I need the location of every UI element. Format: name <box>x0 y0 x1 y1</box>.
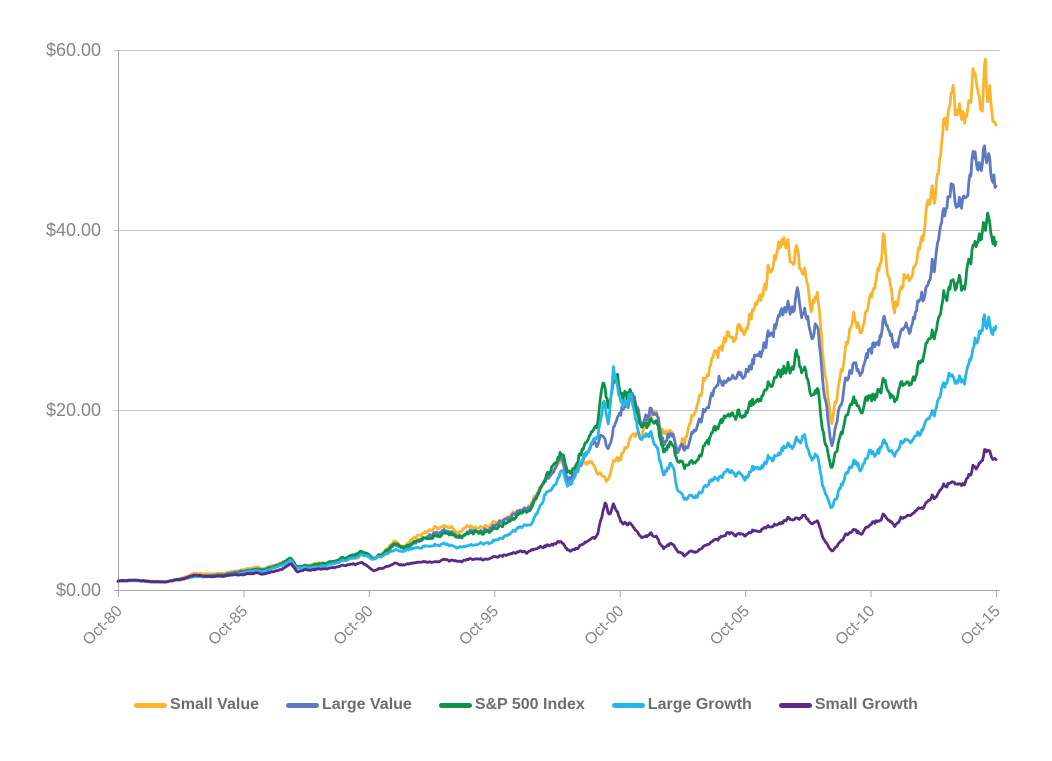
legend-swatch-small-growth <box>778 702 812 708</box>
series-line-small-value <box>116 57 998 584</box>
series-line-large-value <box>116 144 998 584</box>
x-tick-label: Oct-00 <box>582 603 628 649</box>
series-line-small-growth <box>116 448 998 584</box>
legend-swatch-s-p-500-index <box>438 702 472 708</box>
legend-item-large-value: Large Value <box>285 696 412 714</box>
chart-legend: Small Value Large Value S&P 500 Index Large… <box>0 696 1052 714</box>
legend-label-s-p-500-index: S&P 500 Index <box>474 696 585 713</box>
x-tick-label: Oct-10 <box>832 603 878 649</box>
legend-item-small-value: Small Value <box>134 696 259 714</box>
x-tick-label: Oct-90 <box>331 603 377 649</box>
legend-item-s-p-500-index: S&P 500 Index <box>438 696 585 714</box>
x-tick-label: Oct-85 <box>205 603 251 649</box>
y-tick-label: $0.00 <box>56 580 101 600</box>
y-tick-label: $40.00 <box>46 220 101 240</box>
legend-label-large-growth: Large Growth <box>647 696 752 713</box>
legend-swatch-small-value <box>134 702 168 708</box>
legend-item-large-growth: Large Growth <box>611 696 752 714</box>
y-tick-label: $60.00 <box>46 40 101 60</box>
x-tick-label: Oct-80 <box>80 603 126 649</box>
x-tick-label: Oct-15 <box>958 603 1004 649</box>
x-tick-label: Oct-05 <box>707 603 753 649</box>
legend-item-small-growth: Small Growth <box>778 696 918 714</box>
legend-label-small-growth: Small Growth <box>814 696 918 713</box>
y-tick-label: $20.00 <box>46 400 101 420</box>
series-line-s-p-500-index <box>116 211 998 584</box>
legend-swatch-large-growth <box>611 702 645 708</box>
legend-swatch-large-value <box>285 702 319 708</box>
legend-label-small-value: Small Value <box>170 696 259 713</box>
legend-label-large-value: Large Value <box>321 696 412 713</box>
x-tick-label: Oct-95 <box>456 603 502 649</box>
series-line-large-growth <box>116 313 998 584</box>
